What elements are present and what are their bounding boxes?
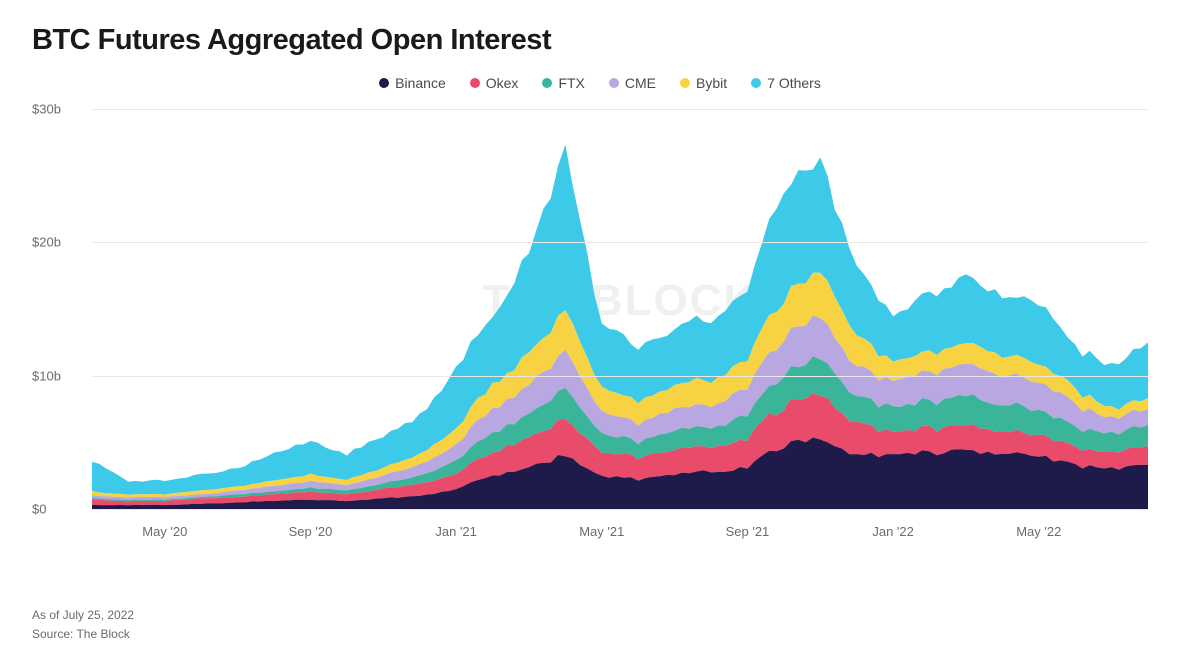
legend-label: FTX <box>558 75 584 91</box>
legend-swatch <box>542 78 552 88</box>
legend-item: Binance <box>379 75 446 91</box>
x-axis-label: May '20 <box>142 524 187 539</box>
legend: Binance Okex FTX CME Bybit 7 Others <box>32 75 1168 91</box>
x-axis-label: May '21 <box>579 524 624 539</box>
chart-footer: As of July 25, 2022 Source: The Block <box>32 606 134 644</box>
gridline <box>92 242 1148 243</box>
gridline <box>92 109 1148 110</box>
legend-swatch <box>680 78 690 88</box>
stacked-area-svg <box>92 109 1148 509</box>
legend-item: 7 Others <box>751 75 821 91</box>
legend-swatch <box>609 78 619 88</box>
legend-label: CME <box>625 75 656 91</box>
y-axis-label: $20b <box>32 235 61 250</box>
x-axis-label: May '22 <box>1016 524 1061 539</box>
footer-date: As of July 25, 2022 <box>32 606 134 625</box>
legend-item: CME <box>609 75 656 91</box>
gridline <box>92 509 1148 510</box>
footer-source: Source: The Block <box>32 625 134 644</box>
plot-region: THE BLOCK <box>92 109 1148 509</box>
legend-swatch <box>470 78 480 88</box>
gridline <box>92 376 1148 377</box>
chart-area: THE BLOCK $0 $10b $20b $30b May '20 Sep '20 Ja… <box>32 99 1168 539</box>
x-axis-label: Jan '22 <box>872 524 914 539</box>
x-axis-label: Jan '21 <box>435 524 477 539</box>
y-axis-label: $30b <box>32 102 61 117</box>
legend-swatch <box>379 78 389 88</box>
x-axis-label: Sep '21 <box>726 524 770 539</box>
legend-item: Bybit <box>680 75 727 91</box>
y-axis-label: $0 <box>32 502 46 517</box>
legend-label: Binance <box>395 75 446 91</box>
legend-label: Okex <box>486 75 519 91</box>
legend-swatch <box>751 78 761 88</box>
legend-item: FTX <box>542 75 584 91</box>
y-axis-label: $10b <box>32 368 61 383</box>
legend-label: Bybit <box>696 75 727 91</box>
chart-title: BTC Futures Aggregated Open Interest <box>32 24 1168 57</box>
legend-label: 7 Others <box>767 75 821 91</box>
legend-item: Okex <box>470 75 519 91</box>
x-axis-label: Sep '20 <box>289 524 333 539</box>
